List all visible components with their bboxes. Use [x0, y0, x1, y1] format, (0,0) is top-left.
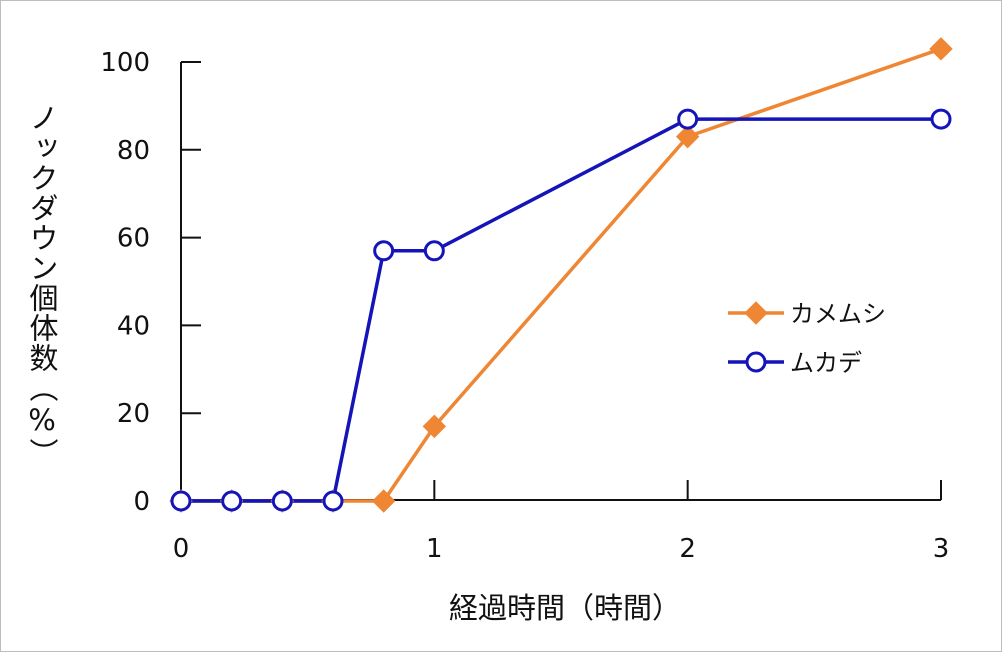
y-tick-label: 80: [117, 136, 150, 166]
y-tick-label: 60: [117, 224, 150, 254]
y-ticks: 0 20 40 60 80 100: [100, 48, 201, 517]
data-point-series-2: [271, 490, 293, 512]
legend-marker: [745, 351, 767, 373]
series-lines: [179, 47, 943, 503]
data-point-series-1: [422, 414, 447, 439]
x-ticks: 0 1 2 3: [173, 480, 950, 564]
data-point-series-1: [675, 124, 700, 149]
legend-label: ムカデ: [790, 349, 862, 377]
x-tick-label: 0: [173, 534, 190, 564]
series-markers: [169, 37, 953, 513]
y-axis-title: ノックダウン個体数（%）: [25, 103, 59, 468]
data-point-series-2: [677, 108, 699, 130]
y-tick-label: 100: [100, 48, 150, 78]
data-point-series-1: [929, 37, 953, 61]
x-tick-label: 2: [679, 534, 696, 564]
data-point-series-2: [423, 240, 445, 262]
data-point-series-2: [930, 108, 952, 130]
legend-label: カメムシ: [790, 300, 886, 328]
legend-marker: [744, 301, 768, 325]
data-point-series-2: [373, 240, 395, 262]
x-tick-label: 1: [426, 534, 443, 564]
x-axis-title: 経過時間（時間）: [449, 591, 681, 625]
y-tick-label: 40: [117, 311, 150, 341]
data-point-series-2: [322, 490, 344, 512]
y-tick-label: 0: [133, 487, 150, 517]
data-point-series-1: [371, 489, 396, 513]
data-point-series-2: [221, 490, 243, 512]
series-line-1: [179, 47, 943, 503]
y-tick-label: 20: [117, 399, 150, 429]
data-point-series-2: [170, 490, 192, 512]
x-tick-label: 3: [933, 534, 950, 564]
